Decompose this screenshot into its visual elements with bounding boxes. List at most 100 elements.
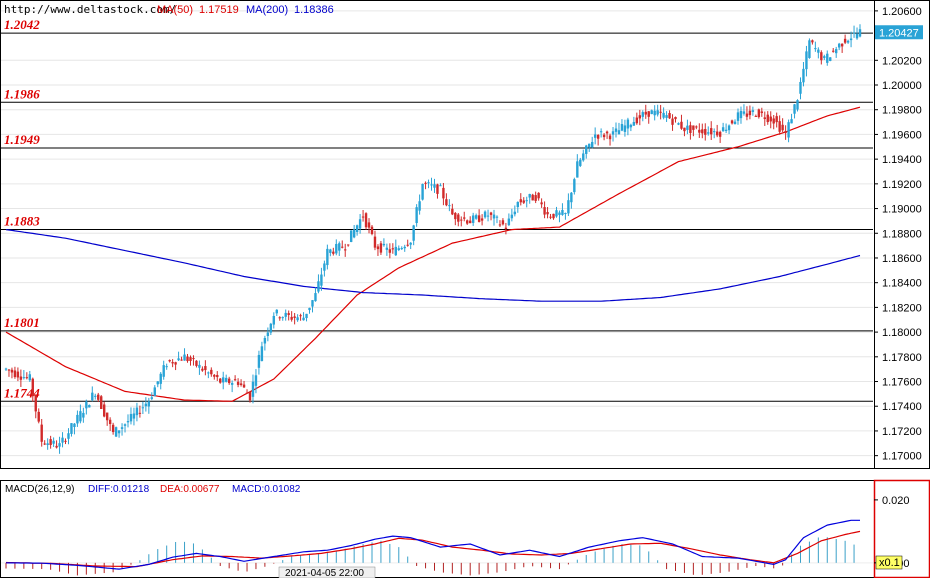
price-tick-label: 1.17000 [882, 451, 922, 463]
candle [207, 371, 210, 379]
candle [811, 39, 814, 45]
zoom-box[interactable] [875, 555, 903, 570]
price-tick-label: 1.19000 [882, 204, 922, 216]
ma200-value: 1.18386 [294, 4, 334, 16]
candle [495, 215, 499, 224]
candle [683, 127, 686, 137]
candle [549, 213, 552, 220]
candle [466, 219, 469, 225]
candle [379, 240, 383, 255]
candle [525, 196, 528, 208]
candle [808, 38, 811, 59]
candle [689, 121, 692, 140]
candle [599, 128, 603, 138]
candle [355, 224, 359, 236]
candle [308, 307, 311, 314]
candle [210, 367, 213, 377]
candle [614, 122, 618, 138]
candle [88, 404, 91, 408]
candle [58, 436, 61, 454]
candle [183, 348, 186, 361]
candle [305, 313, 308, 322]
candle [718, 130, 722, 143]
candle [793, 104, 796, 119]
candle [632, 116, 636, 126]
candle [25, 372, 29, 380]
level-label: 1.1986 [4, 86, 40, 101]
candle [763, 111, 766, 126]
candle [364, 212, 368, 230]
candle [840, 43, 844, 53]
price-tick-label: 1.17600 [882, 377, 922, 389]
candle [829, 57, 832, 62]
candle [141, 401, 145, 414]
candle [858, 24, 862, 38]
price-panel[interactable] [0, 0, 875, 469]
candle [332, 247, 335, 256]
candle [22, 370, 26, 380]
candle [168, 359, 171, 363]
candle [73, 423, 76, 435]
price-tick-label: 1.17800 [882, 352, 922, 364]
candle [278, 316, 281, 321]
candle [171, 359, 174, 368]
candle [314, 287, 317, 302]
candle [590, 136, 594, 149]
candle [135, 402, 139, 422]
candle [638, 109, 642, 126]
candle [695, 125, 698, 130]
candle [537, 192, 540, 201]
candle [439, 183, 442, 187]
price-tick-label: 1.18000 [882, 327, 922, 339]
candle [555, 206, 558, 218]
candle [233, 375, 237, 381]
candle [772, 115, 775, 130]
candle [260, 341, 264, 362]
candle [236, 378, 240, 388]
candle [412, 224, 415, 246]
candle [108, 417, 112, 431]
candle [239, 379, 243, 387]
price-tick-label: 1.18600 [882, 253, 922, 265]
candle [361, 210, 365, 222]
candle [656, 104, 659, 117]
candle [567, 193, 570, 216]
candle [468, 216, 472, 224]
level-label: 1.2042 [4, 17, 40, 32]
ma50-line [5, 106, 861, 402]
candle [837, 42, 841, 51]
candle [480, 214, 484, 226]
candle [224, 374, 228, 383]
candle [67, 428, 70, 445]
candle [611, 127, 615, 142]
candle [367, 218, 371, 234]
candle [608, 133, 612, 146]
candle [213, 374, 216, 380]
candle [40, 418, 43, 447]
candle [843, 34, 847, 45]
candle [299, 313, 302, 321]
candle [596, 134, 600, 146]
candle [394, 239, 398, 257]
candle [748, 105, 752, 120]
price-tick-label: 1.19200 [882, 179, 922, 191]
candle [162, 360, 165, 380]
candlesticks [4, 24, 862, 454]
candle [436, 183, 439, 199]
candle [382, 238, 386, 247]
candle [769, 111, 772, 129]
candle [787, 119, 790, 143]
level-label: 1.1744 [4, 385, 40, 400]
candle [275, 309, 278, 316]
candle [82, 407, 85, 423]
price-axis-panel [874, 0, 930, 469]
candle [61, 432, 64, 448]
candle [242, 380, 246, 389]
candle [129, 407, 133, 425]
candle [802, 61, 805, 87]
macd-panel[interactable] [0, 480, 875, 578]
candle [198, 360, 201, 375]
candle [504, 222, 508, 235]
candle [501, 218, 505, 226]
candle [132, 407, 136, 426]
